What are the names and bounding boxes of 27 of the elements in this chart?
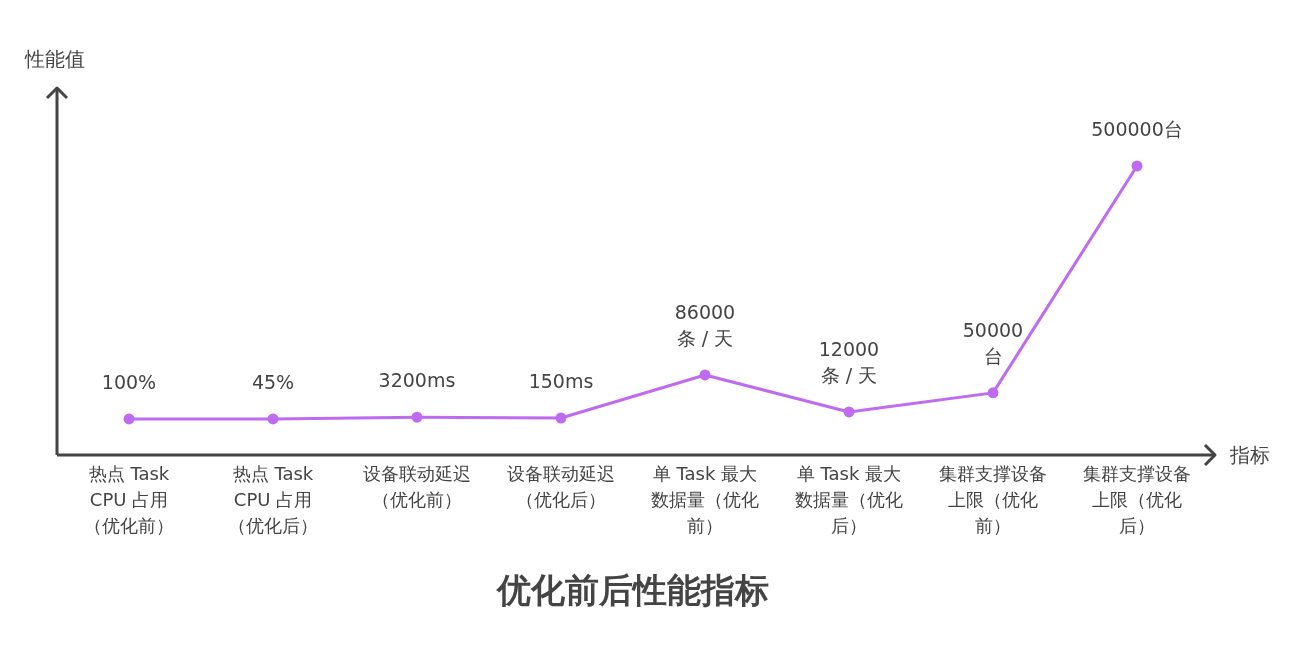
annotation: 150ms	[528, 370, 594, 393]
text: 500000台	[1091, 118, 1183, 140]
annotation: 3200ms	[378, 369, 456, 392]
x-tick-label: 设备联动延迟（优化后）	[507, 463, 615, 510]
x-tick-label: 设备联动延迟（优化前）	[363, 463, 471, 510]
point	[411, 411, 423, 423]
annotation: 12000 条 / 天	[818, 337, 880, 386]
x-tick-label: 集群支撑设备上限（优化前）	[939, 463, 1047, 536]
annotation: 100%	[101, 370, 157, 393]
annotation: 45%	[251, 370, 295, 393]
point	[267, 413, 279, 425]
x-axis-title: 指标	[1229, 443, 1270, 467]
x-tick-label: 单 Task 最大数据量（优化后）	[795, 463, 903, 536]
annotation: 86000 条 / 天	[674, 300, 736, 349]
point	[555, 412, 567, 424]
x-tick-label: 热点 Task CPU 占用（优化后）	[228, 463, 318, 536]
point	[123, 413, 135, 425]
point	[987, 387, 999, 399]
point	[1131, 160, 1143, 172]
point	[699, 369, 711, 381]
point	[843, 406, 855, 418]
text: 优化前后性能指标	[495, 570, 769, 610]
x-tick-label: 集群支撑设备上限（优化后）	[1083, 463, 1191, 536]
x-tick-label: 热点 Task CPU 占用（优化前）	[84, 463, 174, 536]
annotation: 50000 台	[962, 318, 1024, 367]
x-tick-label: 单 Task 最大数据量（优化前）	[651, 463, 759, 536]
y-axis-title: 性能值	[24, 47, 85, 71]
